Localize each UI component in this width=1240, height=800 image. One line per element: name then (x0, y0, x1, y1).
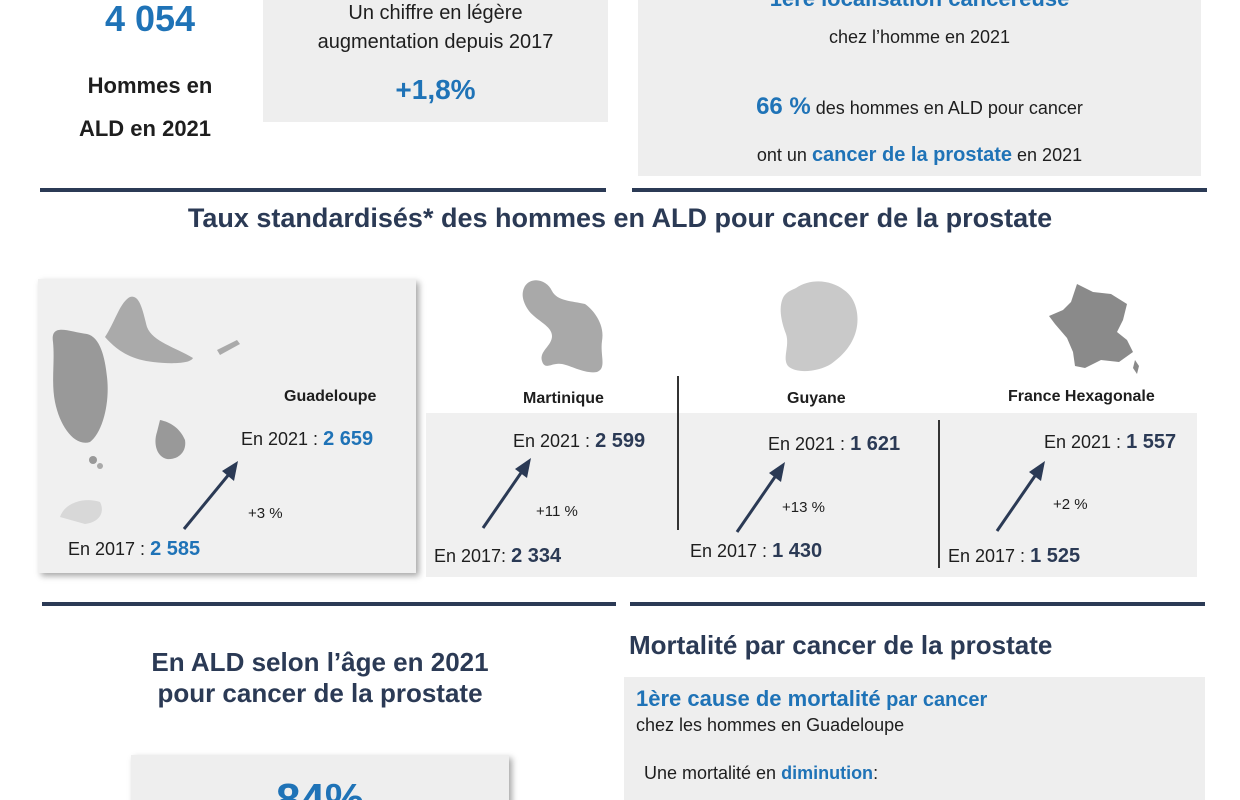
france-2021-label: En 2021 : (1044, 432, 1127, 452)
share-text1: des hommes en ALD pour cancer (810, 98, 1083, 118)
france-change: +2 % (1053, 496, 1088, 513)
france-2017-value: 1 525 (1030, 545, 1081, 567)
mortality-cause: 1ère cause de mortalité par cancer (636, 686, 987, 712)
share-text2-pre: ont un (756, 145, 812, 165)
guadeloupe-2017-value: 2 585 (150, 538, 201, 560)
guadeloupe-2021: En 2021 : 2 659 (241, 428, 373, 451)
mortality-trend-highlight: diminution (781, 763, 874, 783)
guadeloupe-2017: En 2017 : 2 585 (68, 538, 200, 561)
share-value: 66 % (756, 93, 811, 120)
section-title: Taux standardisés* des hommes en ALD pou… (187, 203, 1053, 233)
france-2021-value: 1 557 (1126, 431, 1177, 453)
france-2017: En 2017 : 1 525 (948, 545, 1080, 568)
mortality-cause-rest: par cancer (880, 689, 988, 711)
mortality-trend-pre: Une mortalité en (644, 763, 782, 783)
martinique-change: +11 % (536, 503, 578, 520)
divider-vertical-1 (677, 376, 679, 530)
localisation-header: 1ère localisation cancéreuse (638, 0, 1201, 12)
guyane-map-icon (780, 281, 858, 372)
guadeloupe-2021-value: 2 659 (323, 428, 374, 450)
trend-value: +1,8% (395, 74, 476, 105)
share-text2-highlight: cancer de la prostate (811, 144, 1013, 166)
martinique-2017: En 2017: 2 334 (434, 545, 561, 568)
guadeloupe-2021-label: En 2021 : (241, 429, 324, 449)
martinique-2017-value: 2 334 (511, 545, 562, 567)
divider-mid-left (42, 602, 616, 606)
guadeloupe-map-icon (52, 296, 240, 524)
age-value: 84% (275, 775, 365, 800)
mortality-panel: 1ère cause de mortalité par cancer chez … (624, 677, 1205, 800)
france-name: France Hexagonale (1008, 388, 1155, 405)
guadeloupe-2017-label: En 2017 : (68, 539, 151, 559)
mortality-cause-highlight: 1ère cause de mortalité (636, 686, 881, 711)
guadeloupe-arrow-icon (182, 461, 238, 530)
regions-band (426, 413, 1197, 577)
guyane-arrow-icon (735, 462, 785, 533)
guyane-2017-value: 1 430 (772, 540, 823, 562)
divider-mid-right (630, 602, 1205, 606)
guadeloupe-box (38, 279, 416, 573)
guadeloupe-name: Guadeloupe (284, 388, 377, 405)
guyane-2021-value: 1 621 (850, 433, 901, 455)
localisation-panel: 1ère localisation cancéreuse chez l’homm… (638, 0, 1201, 176)
france-arrow-icon (995, 461, 1045, 532)
share-line2: ont un cancer de la prostate en 2021 (638, 144, 1201, 167)
men-count: 4 054 (104, 0, 196, 39)
trend-panel: Un chiffre en légère augmentation depuis… (263, 0, 608, 122)
mortality-title: Mortalité par cancer de la prostate (629, 630, 1053, 660)
mortality-cause-sub: chez les hommes en Guadeloupe (636, 715, 905, 735)
martinique-2021-label: En 2021 : (513, 431, 596, 451)
guyane-2017: En 2017 : 1 430 (690, 540, 822, 563)
france-2017-label: En 2017 : (948, 546, 1031, 566)
guyane-2021-label: En 2021 : (768, 434, 851, 454)
trend-text-line1: Un chiffre en légère (348, 2, 523, 24)
share-line1: 66 % des hommes en ALD pour cancer (638, 93, 1201, 121)
france-map-icon (1049, 284, 1139, 374)
guadeloupe-change: +3 % (248, 505, 283, 522)
divider-vertical-2 (938, 420, 940, 568)
martinique-2017-label: En 2017: (434, 546, 512, 566)
martinique-2021: En 2021 : 2 599 (513, 430, 645, 453)
men-count-label-line2: ALD en 2021 (78, 116, 212, 141)
martinique-2021-value: 2 599 (595, 430, 646, 452)
age-title-line2: pour cancer de la prostate (157, 678, 483, 708)
france-2021: En 2021 : 1 557 (1044, 431, 1176, 454)
divider-top-right (632, 188, 1207, 192)
age-title-line1: En ALD selon l’âge en 2021 (151, 647, 489, 677)
trend-text-line2: augmentation depuis 2017 (317, 31, 554, 53)
guyane-change: +13 % (782, 499, 825, 516)
martinique-arrow-icon (481, 458, 531, 529)
guyane-2021: En 2021 : 1 621 (768, 433, 900, 456)
divider-top-left (40, 188, 606, 192)
share-text2-post: en 2021 (1012, 145, 1083, 165)
mortality-trend: Une mortalité en diminution: (644, 763, 878, 784)
martinique-map-icon (522, 280, 603, 373)
men-count-label-line1: Hommes en (87, 73, 213, 98)
mortality-trend-post: : (873, 763, 879, 783)
guyane-name: Guyane (787, 390, 846, 407)
localisation-sub: chez l’homme en 2021 (828, 27, 1011, 47)
guyane-2017-label: En 2017 : (690, 541, 773, 561)
age-box: 84% (131, 755, 509, 800)
martinique-name: Martinique (523, 390, 604, 407)
